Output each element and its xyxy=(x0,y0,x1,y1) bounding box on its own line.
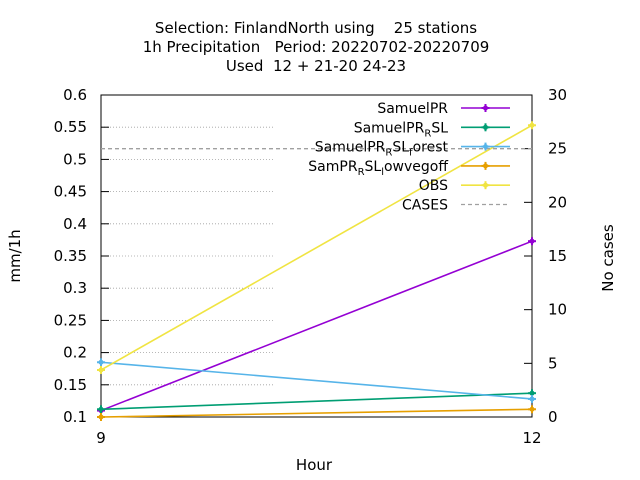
legend-label-part: SL xyxy=(392,140,409,156)
legend-label-part: SL xyxy=(431,120,448,136)
legend-marker xyxy=(481,181,490,190)
y-tick-label: 0.1 xyxy=(63,408,87,426)
x-tick-label: 12 xyxy=(522,429,541,447)
y2-tick-label: 5 xyxy=(548,354,558,372)
legend-label: OBS xyxy=(419,178,448,194)
y-tick-label: 0.6 xyxy=(63,86,87,104)
data-point xyxy=(528,237,536,246)
y-tick-label: 0.45 xyxy=(54,183,87,201)
series-line xyxy=(100,124,533,371)
legend-marker xyxy=(481,104,490,112)
legend-label-part: SamuelPR xyxy=(315,140,386,156)
data-point xyxy=(97,413,105,421)
legend-label-subscript: f xyxy=(409,148,413,159)
legend-label: SamuelPR xyxy=(377,101,448,117)
legend-label-part: OBS xyxy=(419,178,448,194)
y-tick-label: 0.4 xyxy=(63,215,87,233)
x-tick-label: 9 xyxy=(96,429,106,447)
data-point xyxy=(97,358,105,367)
chart-title: Selection: FinlandNorth using 25 station… xyxy=(143,19,490,75)
legend-label: CASES xyxy=(402,198,448,214)
y2-tick-label: 10 xyxy=(548,301,567,319)
y-tick-label: 0.3 xyxy=(63,279,87,297)
y2-axis-ticks: 0 5 10 15 20 25 30 xyxy=(524,86,567,426)
legend-label-part: orest xyxy=(413,140,449,156)
legend-label: SamPRRSLlowvegoff xyxy=(308,159,448,178)
data-point xyxy=(528,405,536,414)
data-point xyxy=(97,405,105,414)
y2-tick-label: 15 xyxy=(548,247,567,265)
title-line: 1h Precipitation Period: 20220702-202207… xyxy=(143,38,490,56)
legend-marker xyxy=(481,161,490,170)
grid xyxy=(101,126,275,386)
y-tick-label: 0.2 xyxy=(63,344,87,362)
y2-tick-label: 0 xyxy=(548,408,558,426)
x-axis-label: Hour xyxy=(296,456,333,474)
title-line: Selection: FinlandNorth using 25 station… xyxy=(155,19,477,37)
legend-label-part: SamPR xyxy=(308,159,358,175)
data-point xyxy=(528,394,536,403)
legend-marker xyxy=(481,123,490,132)
legend-label-part: SL xyxy=(365,159,382,175)
legend-label: SamuelPRRSLforest xyxy=(315,140,449,159)
legend-label-subscript: R xyxy=(385,148,392,159)
series-line xyxy=(100,240,533,412)
y2-tick-label: 20 xyxy=(548,193,567,211)
y2-tick-label: 25 xyxy=(548,140,567,158)
series xyxy=(97,121,536,421)
y-tick-label: 0.5 xyxy=(63,150,87,168)
y-tick-label: 0.25 xyxy=(54,311,87,329)
y-tick-label: 0.35 xyxy=(54,247,87,265)
y-tick-label: 0.55 xyxy=(54,118,87,136)
legend-label-subscript: R xyxy=(424,128,431,139)
data-point xyxy=(528,121,536,130)
y2-axis-label: No cases xyxy=(599,224,617,292)
series-line xyxy=(100,392,533,411)
series-line xyxy=(100,361,533,400)
legend: SamuelPRSamuelPRRSLSamuelPRRSLforestSamP… xyxy=(308,101,510,214)
legend-label-part: SamuelPR xyxy=(354,120,425,136)
legend-label-part: CASES xyxy=(402,198,448,214)
y-tick-label: 0.15 xyxy=(54,376,87,394)
legend-label: SamuelPRRSL xyxy=(354,120,448,139)
y2-tick-label: 30 xyxy=(548,86,567,104)
legend-label-part: SamuelPR xyxy=(377,101,448,117)
series-line xyxy=(100,408,533,418)
data-point xyxy=(97,365,105,374)
legend-marker xyxy=(481,142,490,151)
y-axis-label: mm/1h xyxy=(6,229,24,282)
legend-label-subscript: R xyxy=(358,167,365,178)
y-axis-ticks: 0.1 0.15 0.2 0.25 0.3 0.35 0.4 0.45 0.5 0.55 0.6 xyxy=(54,86,109,426)
legend-label-part: owvegoff xyxy=(384,159,448,175)
legend-label-subscript: l xyxy=(381,167,384,178)
title-line: Used 12 + 21-20 24-23 xyxy=(226,57,406,75)
